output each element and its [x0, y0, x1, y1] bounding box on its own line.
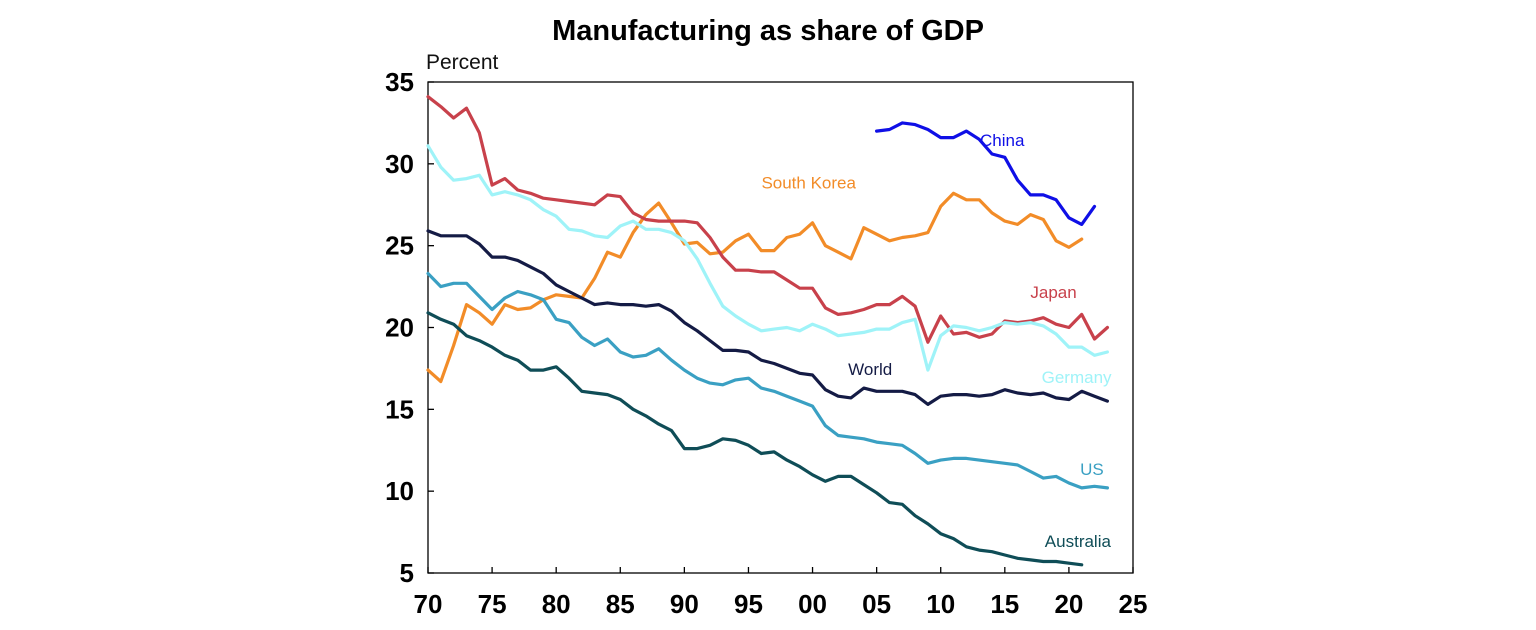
series-line-us — [426, 271, 1110, 490]
x-tick-label-75: 75 — [478, 589, 507, 619]
chart-title: Manufacturing as share of GDP — [552, 15, 984, 47]
y-tick-label-5: 5 — [400, 558, 414, 588]
x-tick-label-85: 85 — [606, 589, 635, 619]
series-labels: China South Korea Japan Germany World US Austr… — [761, 131, 1112, 551]
x-tick-label-00: 00 — [798, 589, 827, 619]
x-tick-label-20: 20 — [1054, 589, 1083, 619]
series-label-germany: Germany — [1042, 368, 1112, 387]
series-label-china: China — [980, 131, 1025, 150]
x-tick-label-80: 80 — [542, 589, 571, 619]
y-tick-label-35: 35 — [385, 67, 414, 97]
y-tick-label-15: 15 — [385, 394, 414, 424]
x-tick-label-90: 90 — [670, 589, 699, 619]
y-tick-label-30: 30 — [385, 149, 414, 179]
series-label-south-korea: South Korea — [761, 173, 856, 192]
x-tick-label-70: 70 — [414, 589, 443, 619]
y-tick-label-10: 10 — [385, 476, 414, 506]
series-line-australia — [426, 311, 1084, 567]
series-line-south-korea — [426, 191, 1084, 384]
y-axis-unit-label: Percent — [426, 51, 499, 74]
y-axis: 5 10 15 20 25 30 35 — [385, 67, 434, 588]
series-label-world: World — [848, 360, 892, 379]
x-tick-label-15: 15 — [990, 589, 1019, 619]
y-tick-label-25: 25 — [385, 231, 414, 261]
series-line-germany — [426, 144, 1110, 372]
series-label-japan: Japan — [1030, 283, 1076, 302]
series-label-australia: Australia — [1045, 532, 1112, 551]
x-tick-label-10: 10 — [926, 589, 955, 619]
series-label-us: US — [1080, 460, 1104, 479]
x-tick-label-05: 05 — [862, 589, 891, 619]
x-tick-label-95: 95 — [734, 589, 763, 619]
series-lines — [426, 95, 1110, 567]
series-line-world — [426, 229, 1110, 406]
series-line-china — [874, 121, 1097, 226]
y-tick-label-20: 20 — [385, 313, 414, 343]
series-line-japan — [426, 95, 1110, 344]
x-axis: 70 75 80 85 90 95 00 05 10 15 20 25 — [414, 567, 1148, 619]
x-tick-label-25: 25 — [1119, 589, 1148, 619]
